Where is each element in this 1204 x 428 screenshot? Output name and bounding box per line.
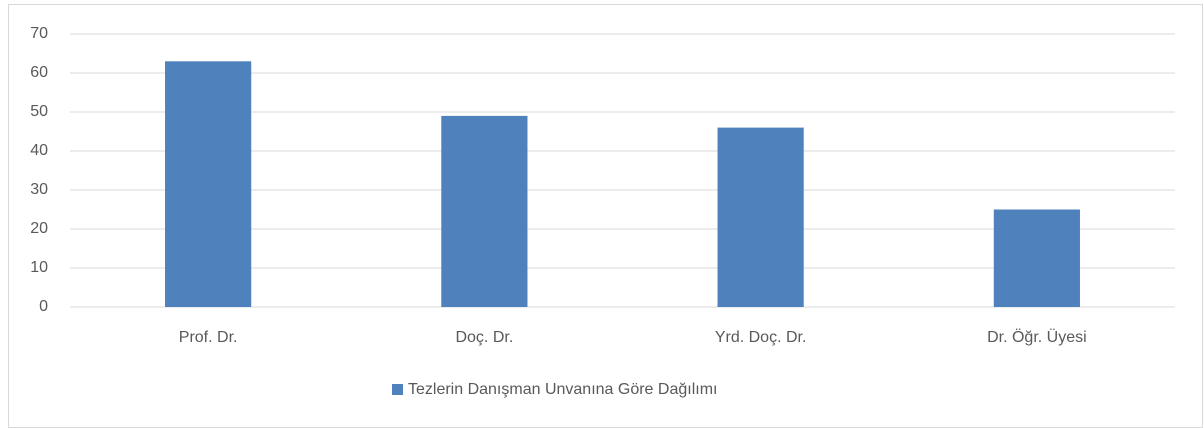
x-tick-label: Dr. Öğr. Üyesi (987, 328, 1087, 346)
x-tick-label: Prof. Dr. (179, 329, 238, 346)
y-tick-label: 70 (30, 25, 48, 42)
legend-label: Tezlerin Danışman Unvanına Göre Dağılımı (408, 381, 717, 398)
bar (993, 209, 1080, 307)
y-tick-label: 50 (30, 103, 48, 120)
y-tick-label: 10 (30, 259, 48, 276)
y-tick-label: 20 (30, 220, 48, 237)
y-tick-label: 30 (30, 181, 48, 198)
x-tick-label: Yrd. Doç. Dr. (715, 329, 807, 346)
y-tick-label: 0 (39, 298, 48, 315)
bar (441, 115, 528, 308)
y-tick-label: 40 (30, 142, 48, 159)
y-tick-label: 60 (30, 64, 48, 81)
x-tick-label: Doç. Dr. (455, 329, 513, 346)
bar (717, 127, 804, 307)
legend-swatch (392, 384, 403, 395)
bar (165, 61, 252, 307)
